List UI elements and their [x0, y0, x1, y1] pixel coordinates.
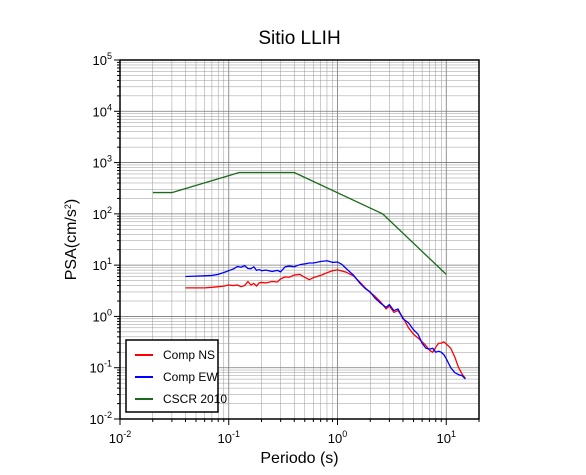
- x-tick-label: 10-2: [109, 429, 131, 446]
- y-tick-base: 10: [90, 412, 104, 427]
- x-tick-exponent: -2: [123, 429, 131, 439]
- y-axis-label: PSA(cm/s2): [63, 199, 80, 280]
- x-tick-exponent: -1: [232, 429, 240, 439]
- y-tick-label: 102: [93, 205, 112, 222]
- y-tick-exponent: 5: [107, 51, 112, 61]
- x-tick-label: 10-1: [218, 429, 240, 446]
- y-tick-base: 10: [93, 207, 107, 222]
- y-tick-label: 100: [93, 307, 112, 324]
- y-tick-label: 10-1: [90, 359, 112, 376]
- x-tick-label: 100: [328, 429, 347, 446]
- series-layer: [152, 171, 466, 380]
- x-tick-label: 101: [437, 429, 456, 446]
- x-tick-base: 10: [437, 431, 451, 446]
- y-tick-label: 103: [93, 154, 112, 171]
- legend-label-3: CSCR 2010: [163, 392, 227, 406]
- x-tick-exponent: 0: [342, 429, 347, 439]
- y-tick-exponent: 2: [107, 205, 112, 215]
- x-tick-base: 10: [109, 431, 123, 446]
- y-tick-exponent: -2: [104, 410, 112, 420]
- y-tick-exponent: 3: [107, 154, 112, 164]
- y-tick-base: 10: [93, 104, 107, 119]
- y-tick-label: 101: [93, 256, 112, 273]
- legend-label-2: Comp EW: [163, 370, 218, 384]
- y-axis-label-main: PSA(cm/s: [63, 209, 80, 280]
- chart-title: Sitio LLIH: [258, 28, 340, 49]
- y-tick-base: 10: [90, 361, 104, 376]
- y-tick-label: 10-2: [90, 410, 112, 427]
- x-tick-exponent: 1: [451, 429, 456, 439]
- legend-label-1: Comp NS: [163, 348, 215, 362]
- y-axis-label-end: ): [63, 199, 80, 204]
- grid: [119, 59, 480, 420]
- y-tick-exponent: 1: [107, 256, 112, 266]
- x-axis-label: Periodo (s): [260, 450, 338, 467]
- series-line-1: [185, 269, 466, 379]
- y-tick-exponent: -1: [104, 359, 112, 369]
- legend: Comp NS Comp EW CSCR 2010: [125, 339, 227, 413]
- y-tick-label: 104: [93, 102, 112, 119]
- y-axis-label-sup: 2: [63, 204, 73, 209]
- y-tick-base: 10: [93, 53, 107, 68]
- y-tick-exponent: 4: [107, 102, 112, 112]
- y-tick-label: 105: [93, 51, 112, 68]
- x-tick-base: 10: [218, 431, 232, 446]
- y-tick-base: 10: [93, 309, 107, 324]
- x-tick-base: 10: [328, 431, 342, 446]
- y-tick-exponent: 0: [107, 307, 112, 317]
- y-tick-base: 10: [93, 258, 107, 273]
- series-line-3: [152, 171, 447, 275]
- plot-frame: [119, 59, 480, 420]
- y-tick-base: 10: [93, 156, 107, 171]
- series-line-2: [185, 260, 466, 380]
